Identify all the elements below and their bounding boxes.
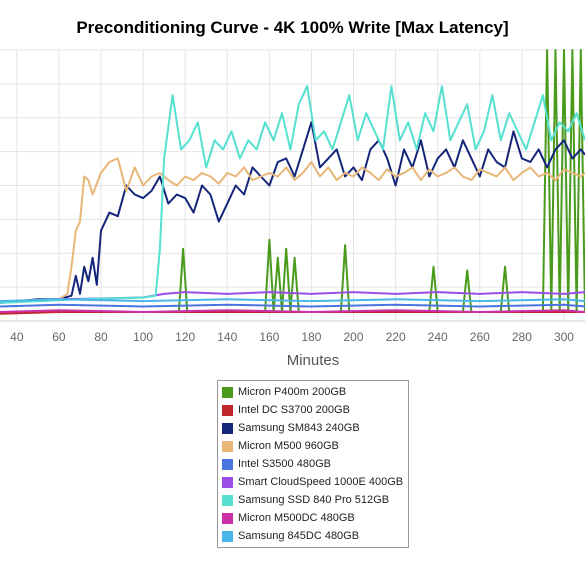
legend-label: Intel S3500 480GB bbox=[238, 458, 331, 470]
x-tick-label: 60 bbox=[52, 330, 66, 344]
x-tick-label: 40 bbox=[10, 330, 24, 344]
series-line-3 bbox=[0, 121, 585, 304]
x-tick-label: 180 bbox=[301, 330, 321, 344]
legend-item[interactable]: Smart CloudSpeed 1000E 400GB bbox=[222, 473, 404, 491]
legend-item[interactable]: Samsung 845DC 480GB bbox=[222, 527, 404, 545]
legend-swatch bbox=[222, 494, 233, 506]
legend-label: Micron P400m 200GB bbox=[238, 386, 347, 398]
legend-item[interactable]: Micron M500DC 480GB bbox=[222, 509, 404, 527]
legend-swatch bbox=[222, 512, 233, 524]
chart-title: Preconditioning Curve - 4K 100% Write [M… bbox=[76, 18, 509, 37]
chart-plot: 40 60 80 100 120 140 160 180 200 220 240 260 280 300 … bbox=[0, 49, 585, 369]
legend-item[interactable]: Samsung SM843 240GB bbox=[222, 419, 404, 437]
series-line-7 bbox=[0, 85, 585, 304]
legend-swatch bbox=[222, 530, 233, 542]
legend-item[interactable]: Intel DC S3700 200GB bbox=[222, 401, 404, 419]
legend-item[interactable]: Micron M500 960GB bbox=[222, 437, 404, 455]
legend-swatch bbox=[222, 458, 233, 470]
legend: Micron P400m 200GB Intel DC S3700 200GB Sa… bbox=[217, 380, 409, 548]
x-tick-layer: 40 60 80 100 120 140 160 180 200 220 240 260 280 300 bbox=[10, 330, 574, 344]
x-tick-label: 300 bbox=[554, 330, 574, 344]
series-line-8 bbox=[0, 309, 585, 313]
legend-item[interactable]: Micron P400m 200GB bbox=[222, 383, 404, 401]
legend-label: Samsung SM843 240GB bbox=[238, 422, 360, 434]
x-tick-label: 240 bbox=[428, 330, 448, 344]
x-tick-label: 220 bbox=[386, 330, 406, 344]
legend-label: Samsung 845DC 480GB bbox=[238, 530, 360, 542]
legend-swatch bbox=[222, 476, 233, 488]
legend-item[interactable]: Intel S3500 480GB bbox=[222, 455, 404, 473]
x-tick-label: 100 bbox=[133, 330, 153, 344]
x-axis-title: Minutes bbox=[287, 352, 340, 369]
legend-swatch bbox=[222, 386, 233, 398]
legend-label: Smart CloudSpeed 1000E 400GB bbox=[238, 476, 404, 488]
series-layer bbox=[0, 49, 585, 315]
legend-label: Micron M500DC 480GB bbox=[238, 512, 355, 524]
x-tick-label: 280 bbox=[512, 330, 532, 344]
legend-swatch bbox=[222, 440, 233, 452]
legend-swatch bbox=[222, 422, 233, 434]
legend-label: Micron M500 960GB bbox=[238, 440, 339, 452]
x-tick-label: 160 bbox=[259, 330, 279, 344]
legend-item[interactable]: Samsung SSD 840 Pro 512GB bbox=[222, 491, 404, 509]
x-tick-label: 200 bbox=[344, 330, 364, 344]
x-tick-label: 140 bbox=[217, 330, 237, 344]
series-line-4 bbox=[0, 157, 585, 304]
x-tick-label: 80 bbox=[94, 330, 108, 344]
series-line-9 bbox=[0, 298, 585, 303]
legend-label: Intel DC S3700 200GB bbox=[238, 404, 350, 416]
x-tick-label: 260 bbox=[470, 330, 490, 344]
x-tick-label: 120 bbox=[175, 330, 195, 344]
series-line-5 bbox=[0, 303, 585, 308]
legend-swatch bbox=[222, 404, 233, 416]
legend-label: Samsung SSD 840 Pro 512GB bbox=[238, 494, 390, 506]
